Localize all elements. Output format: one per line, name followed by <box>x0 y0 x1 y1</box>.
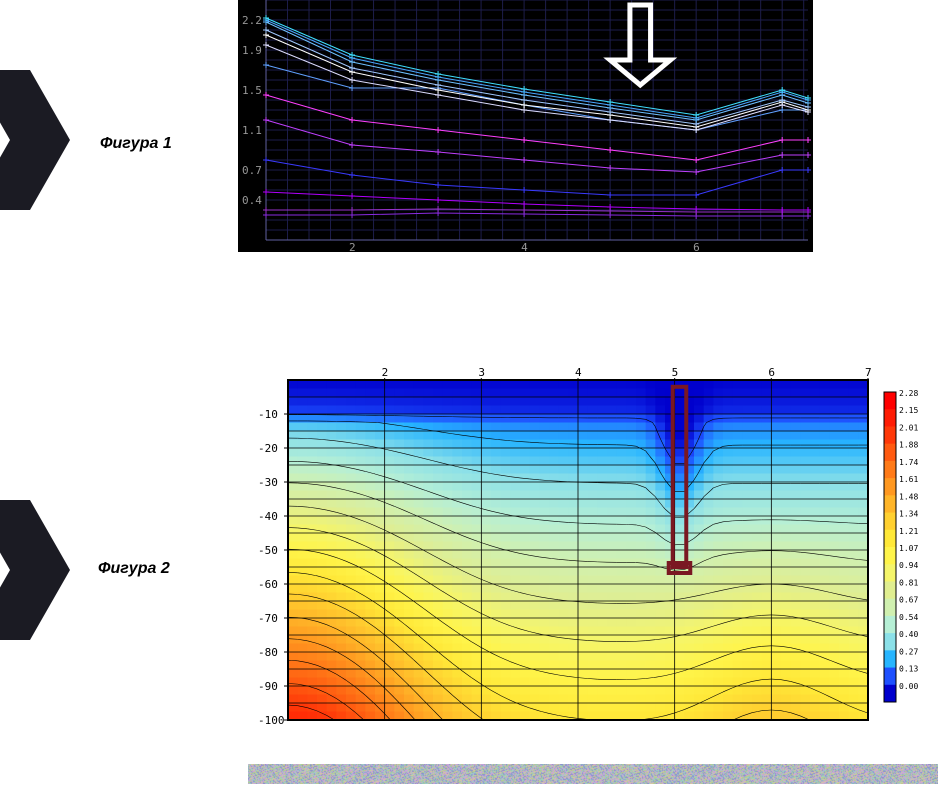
line-chart: 0.4 0.7 1.1 1.5 1.9 2.2 2 4 6 <box>238 0 813 252</box>
svg-text:0.4: 0.4 <box>242 194 262 207</box>
svg-text:6: 6 <box>768 366 775 379</box>
svg-text:5: 5 <box>672 366 679 379</box>
svg-text:2.2: 2.2 <box>242 14 262 27</box>
svg-text:0.67: 0.67 <box>899 596 918 605</box>
svg-text:1.74: 1.74 <box>899 458 918 467</box>
svg-text:-40: -40 <box>258 510 278 523</box>
noise-strip <box>248 764 938 784</box>
svg-text:0.54: 0.54 <box>899 613 918 622</box>
svg-text:-70: -70 <box>258 612 278 625</box>
svg-text:2: 2 <box>349 241 356 252</box>
svg-text:2.01: 2.01 <box>899 423 918 432</box>
svg-text:0.00: 0.00 <box>899 682 918 691</box>
svg-text:1.61: 1.61 <box>899 475 918 484</box>
svg-text:1.07: 1.07 <box>899 544 918 553</box>
svg-text:4: 4 <box>521 241 528 252</box>
svg-text:1.48: 1.48 <box>899 492 918 501</box>
svg-text:0.40: 0.40 <box>899 630 918 639</box>
svg-text:0.7: 0.7 <box>242 164 262 177</box>
svg-text:6: 6 <box>693 241 700 252</box>
svg-text:-50: -50 <box>258 544 278 557</box>
svg-text:2: 2 <box>382 366 389 379</box>
svg-text:-60: -60 <box>258 578 278 591</box>
svg-text:-90: -90 <box>258 680 278 693</box>
heatmap-svg: 2 3 4 5 6 7 -10 -20 -30 -40 -50 -60 -70 -80 -90 -100 2.2… <box>248 362 938 732</box>
svg-text:1.5: 1.5 <box>242 84 262 97</box>
svg-text:1.9: 1.9 <box>242 44 262 57</box>
figure-2-label: Фигура 2 <box>98 560 170 578</box>
svg-text:3: 3 <box>478 366 485 379</box>
svg-text:2.28: 2.28 <box>899 389 918 398</box>
svg-text:1.1: 1.1 <box>242 124 262 137</box>
figure-1-label: Фигура 1 <box>100 135 172 153</box>
svg-text:1.34: 1.34 <box>899 510 918 519</box>
svg-text:-100: -100 <box>258 714 285 727</box>
svg-text:-80: -80 <box>258 646 278 659</box>
svg-text:0.81: 0.81 <box>899 578 918 587</box>
svg-text:0.13: 0.13 <box>899 665 918 674</box>
svg-text:1.21: 1.21 <box>899 527 918 536</box>
svg-text:2.15: 2.15 <box>899 406 918 415</box>
svg-text:7: 7 <box>865 366 872 379</box>
line-chart-svg: 0.4 0.7 1.1 1.5 1.9 2.2 2 4 6 <box>238 0 813 252</box>
svg-text:-30: -30 <box>258 476 278 489</box>
svg-text:-20: -20 <box>258 442 278 455</box>
chevron-figure-1 <box>0 70 70 210</box>
svg-text:0.94: 0.94 <box>899 561 918 570</box>
heatmap-chart: 2 3 4 5 6 7 -10 -20 -30 -40 -50 -60 -70 -80 -90 -100 2.2… <box>248 362 938 732</box>
svg-text:1.88: 1.88 <box>899 441 918 450</box>
chevron-figure-2 <box>0 500 70 640</box>
svg-text:-10: -10 <box>258 408 278 421</box>
svg-text:0.27: 0.27 <box>899 647 918 656</box>
svg-text:4: 4 <box>575 366 582 379</box>
